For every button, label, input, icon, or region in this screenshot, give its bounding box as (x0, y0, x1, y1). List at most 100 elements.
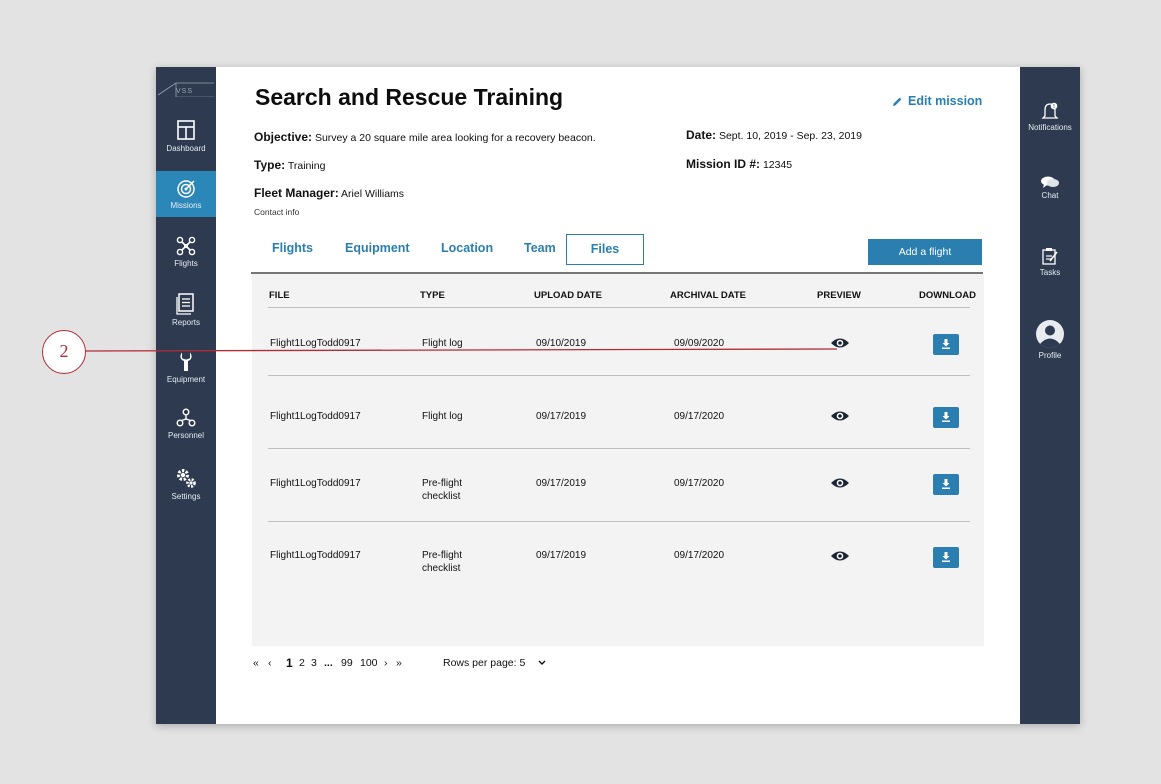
tab-flights[interactable]: Flights (272, 241, 313, 255)
add-flight-button[interactable]: Add a flight (868, 239, 982, 265)
column-header: ARCHIVAL DATE (670, 290, 746, 301)
page-title: Search and Rescue Training (255, 84, 564, 110)
row-divider (268, 521, 970, 522)
eye-icon[interactable] (830, 336, 850, 350)
next-page-button[interactable]: › (384, 657, 388, 669)
rows-per-page-label: Rows per page: 5 (443, 657, 526, 669)
download-button[interactable] (933, 474, 959, 495)
report-icon (176, 293, 194, 315)
svg-text:!: ! (1053, 104, 1055, 110)
row-divider (268, 375, 970, 376)
contact-info-link[interactable]: Contact info (254, 207, 300, 217)
edit-mission-link[interactable]: Edit mission (892, 94, 982, 108)
download-icon (942, 339, 950, 349)
download-button[interactable] (933, 334, 959, 355)
logo: VSS (156, 75, 216, 98)
left-sidebar: VSS Dashboard Missions (156, 67, 216, 724)
prev-page-button[interactable]: ‹ (268, 657, 272, 669)
chat-icon (1041, 176, 1059, 188)
download-icon (942, 412, 950, 422)
download-button[interactable] (933, 547, 959, 568)
fleet-manager-value: Ariel Williams (341, 188, 405, 200)
nav-label: Dashboard (166, 144, 206, 153)
nav-equipment[interactable]: Equipment (156, 352, 216, 400)
download-button[interactable] (933, 407, 959, 428)
type-line: Flight log (422, 411, 463, 422)
page-number[interactable]: 100 (360, 657, 378, 669)
column-header: FILE (269, 290, 290, 301)
objective-label: Objective: (254, 130, 313, 144)
row-divider (268, 448, 970, 449)
nav-settings[interactable]: Settings (156, 467, 216, 515)
target-icon (177, 180, 195, 198)
avatar-icon (1036, 320, 1064, 348)
nav-label: Missions (170, 201, 202, 210)
type-line: Pre-flight (422, 550, 463, 561)
type-cell: Flight log (422, 410, 463, 423)
eye-icon[interactable] (830, 409, 850, 423)
nav-reports[interactable]: Reports (156, 293, 216, 341)
nav-missions[interactable]: Missions (156, 171, 216, 217)
nav-profile[interactable]: Profile (1020, 319, 1080, 360)
page-number[interactable]: 99 (341, 657, 353, 669)
app-window: VSS Dashboard Missions (156, 67, 1080, 724)
callout-line (85, 348, 838, 352)
objective-value: Survey a 20 square mile area looking for… (314, 132, 596, 144)
type-value: Training (287, 160, 326, 172)
upload-date-cell: 09/17/2019 (536, 411, 587, 422)
upload-date-cell: 09/10/2019 (536, 338, 587, 349)
type-cell: Pre-flight checklist (422, 549, 462, 575)
rows-per-page-select[interactable]: Rows per page: 5 (443, 657, 546, 669)
tab-files[interactable]: Files (590, 242, 620, 256)
nav-label: Equipment (166, 375, 206, 384)
page-number[interactable]: 2 (299, 657, 305, 669)
tab-equipment[interactable]: Equipment (345, 241, 410, 255)
archival-date-cell: 09/17/2020 (674, 478, 725, 489)
header-divider (268, 307, 970, 308)
column-header: PREVIEW (817, 290, 861, 301)
gear-icon (177, 469, 196, 488)
column-header: DOWNLOAD (919, 290, 976, 301)
tab-location[interactable]: Location (441, 241, 494, 255)
tasks-icon (1042, 248, 1058, 265)
files-table (252, 274, 984, 646)
nav-label: Personnel (167, 431, 205, 440)
nav-label: Settings (171, 492, 201, 501)
column-header: TYPE (420, 290, 445, 301)
active-tab-border (566, 234, 644, 265)
file-cell: Flight1LogTodd0917 (270, 338, 361, 349)
nav-personnel[interactable]: Personnel (156, 408, 216, 456)
type-line: Pre-flight (422, 478, 463, 489)
edit-mission-label: Edit mission (908, 94, 983, 108)
page-ellipsis: ... (324, 657, 333, 669)
wrench-icon (180, 352, 192, 371)
nav-chat[interactable]: Chat (1020, 175, 1080, 200)
archival-date-cell: 09/09/2020 (674, 338, 725, 349)
upload-date-cell: 09/17/2019 (536, 550, 587, 561)
page-number[interactable]: 3 (311, 657, 317, 669)
date-value: Sept. 10, 2019 - Sep. 23, 2019 (718, 130, 862, 142)
nav-label: Notifications (1028, 123, 1072, 132)
nav-notifications[interactable]: ! Notifications (1020, 101, 1080, 132)
type-label: Type: (254, 158, 286, 172)
nav-dashboard[interactable]: Dashboard (156, 119, 216, 167)
page-number-current[interactable]: 1 (286, 656, 293, 670)
nav-label: Reports (171, 318, 200, 327)
type-field: Type: Training (254, 158, 325, 172)
type-line: checklist (422, 491, 461, 502)
nav-flights[interactable]: Flights (156, 236, 216, 284)
upload-date-cell: 09/17/2019 (536, 478, 587, 489)
bell-icon: ! (1041, 102, 1059, 119)
type-cell: Flight log (422, 337, 463, 350)
eye-icon[interactable] (830, 549, 850, 563)
first-page-button[interactable]: « (253, 657, 259, 669)
eye-icon[interactable] (830, 476, 850, 490)
date-label: Date: (686, 128, 717, 142)
last-page-button[interactable]: » (396, 657, 402, 669)
archival-date-cell: 09/17/2020 (674, 550, 725, 561)
tab-team[interactable]: Team (524, 241, 556, 255)
mission-id-field: Mission ID #: 12345 (686, 157, 792, 171)
nav-tasks[interactable]: Tasks (1020, 246, 1080, 277)
nav-label: Tasks (1039, 268, 1061, 277)
mission-id-label: Mission ID #: (686, 157, 761, 171)
